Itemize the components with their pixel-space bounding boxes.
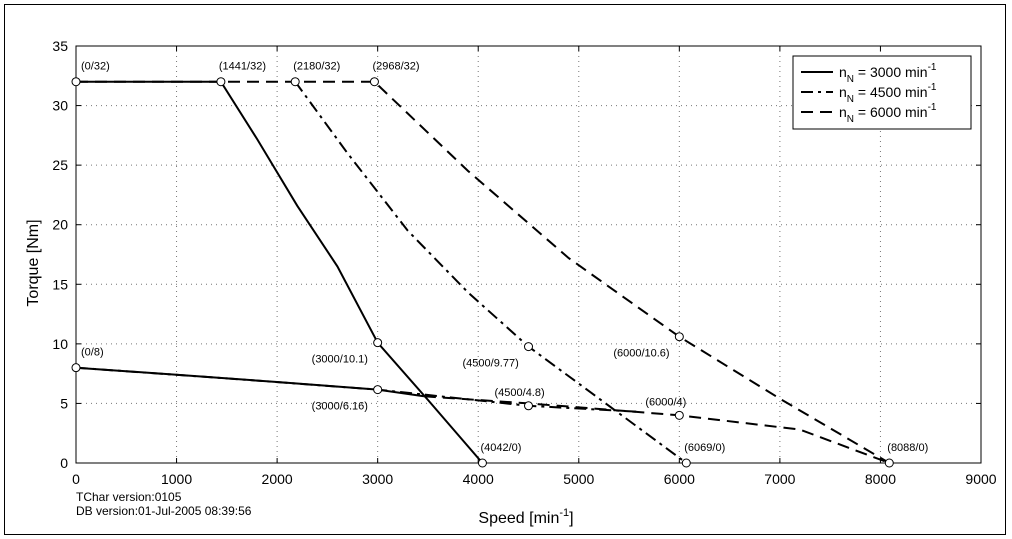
points-layer: (0/32) (1441/32) (2180/32) (2968/32) (0/8) (3…	[71, 61, 928, 468]
y-tick-label: 15	[52, 276, 68, 292]
y-tick-label: 0	[60, 455, 68, 471]
point-label: (6000/4)	[645, 396, 686, 408]
x-axis-label: Speed [min-1]	[478, 507, 573, 527]
point-marker	[373, 385, 383, 395]
x-tick-label: 2000	[262, 471, 293, 487]
x-tick-label: 3000	[362, 471, 393, 487]
legend: nN = 3000 min-1nN = 4500 min-1nN = 6000 …	[792, 55, 972, 130]
point-marker	[373, 338, 383, 348]
point-label: (4500/9.77)	[463, 358, 519, 370]
series-3-upper-line	[76, 80, 890, 464]
point-label: (6000/10.6)	[613, 348, 669, 360]
point-marker	[290, 77, 300, 87]
y-tick-label: 10	[52, 336, 68, 352]
y-tick-label: 30	[52, 98, 68, 114]
point-label: (8088/0)	[887, 442, 928, 454]
ticks: 0 1000 2000 3000 4000 5000 6000 7000 8000 9000 0 5 1…	[52, 38, 996, 487]
y-axis-label: Torque [Nm]	[25, 219, 42, 306]
chart-frame	[4, 4, 1006, 535]
x-tick-label: 1000	[161, 471, 192, 487]
point-label: (0/32)	[81, 61, 110, 73]
legend-entry-3: nN = 6000 min-1	[839, 102, 937, 125]
legend-entry-2: nN = 4500 min-1	[839, 82, 937, 105]
y-tick-label: 20	[52, 217, 68, 233]
grid	[76, 46, 981, 463]
point-marker	[71, 77, 81, 87]
x-tick-label: 0	[72, 471, 80, 487]
point-marker	[524, 342, 533, 352]
point-label: (1441/32)	[219, 61, 266, 73]
point-label: (0/8)	[81, 347, 104, 359]
x-tick-label: 8000	[865, 471, 896, 487]
x-tick-label: 4000	[463, 471, 494, 487]
y-tick-label: 5	[60, 395, 68, 411]
y-tick-label: 35	[52, 38, 68, 54]
point-marker	[884, 458, 894, 468]
legend-entry-1: nN = 3000 min-1	[839, 62, 937, 85]
db-version: DB version:01-Jul-2005 08:39:56	[76, 504, 252, 518]
point-marker	[369, 77, 379, 87]
point-label: (3000/10.1)	[312, 354, 368, 366]
series-layer	[75, 80, 890, 464]
point-marker	[216, 77, 226, 87]
point-marker	[71, 363, 81, 373]
legend-box	[792, 55, 972, 130]
x-tick-label: 5000	[563, 471, 594, 487]
tchar-version: TChar version:0105	[76, 490, 182, 504]
series-1-upper-line	[76, 80, 484, 464]
series-2-upper-line	[294, 81, 687, 464]
point-label: (6069/0)	[684, 442, 725, 454]
point-marker	[524, 401, 533, 411]
x-tick-label: 9000	[965, 471, 996, 487]
point-label: (3000/6.16)	[312, 401, 368, 413]
point-marker	[674, 332, 684, 342]
point-label: (4042/0)	[480, 442, 521, 454]
point-marker	[477, 458, 487, 468]
point-marker	[681, 458, 691, 468]
x-tick-label: 7000	[764, 471, 795, 487]
point-label: (2180/32)	[293, 61, 340, 73]
point-marker	[674, 410, 684, 420]
x-tick-label: 6000	[664, 471, 695, 487]
y-tick-label: 25	[52, 157, 68, 173]
point-label: (2968/32)	[372, 61, 419, 73]
axes-box	[75, 45, 982, 464]
point-label: (4500/4.8)	[495, 387, 545, 399]
